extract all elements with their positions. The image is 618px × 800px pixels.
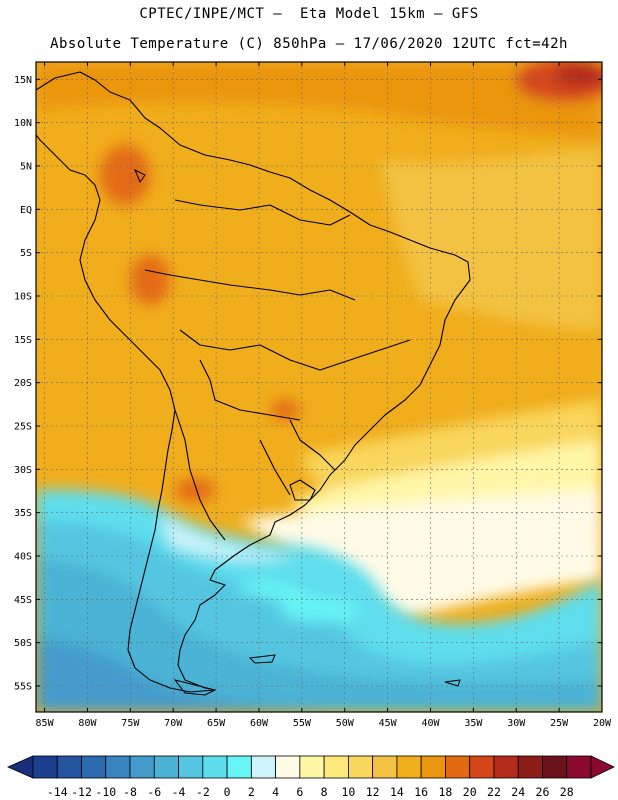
lon-label: 70W (164, 718, 183, 729)
colorbar-swatch (299, 755, 325, 779)
colorbar-swatch (493, 755, 519, 779)
lon-label: 85W (36, 718, 55, 729)
colorbar-label: 24 (511, 785, 525, 799)
colorbar (7, 755, 615, 779)
colorbar-swatch (56, 755, 82, 779)
lon-label: 55W (293, 718, 312, 729)
lon-label: 65W (207, 718, 226, 729)
lon-label: 45W (379, 718, 398, 729)
lat-label: 55S (14, 682, 32, 693)
lon-label: 30W (507, 718, 526, 729)
lat-label: 25S (14, 422, 32, 433)
colorbar-swatch (81, 755, 107, 779)
colorbar-swatch (469, 755, 495, 779)
colorbar-swatch (275, 755, 301, 779)
colorbar-swatch (250, 755, 277, 779)
colorbar-swatch (323, 755, 349, 779)
lat-label: 15N (14, 75, 32, 86)
latitude-labels: 15N 10N 5N EQ 5S 10S 15S 20S 25S 30S 35S 40S 45S 50S 5… (14, 75, 32, 693)
islands (134, 168, 461, 696)
lat-label: 10S (14, 292, 32, 303)
lat-label: 10N (14, 118, 32, 129)
colorbar-over-arrow (590, 755, 615, 779)
lat-label: 5S (20, 248, 32, 259)
colorbar-labels: -14 -12 -10 -8 -6 -4 -2 0 2 4 6 8 10 12 14 16 18 20 22 24 26… (47, 785, 574, 799)
colorbar-label: 14 (390, 785, 404, 799)
lon-label: 20W (593, 718, 612, 729)
colorbar-label: -10 (95, 785, 116, 799)
lon-label: 40W (421, 718, 440, 729)
colorbar-label: 4 (272, 785, 279, 799)
colorbar-swatch (153, 755, 179, 779)
colorbar-label: -6 (147, 785, 161, 799)
colorbar-swatch (347, 755, 374, 779)
colorbar-label: -8 (123, 785, 137, 799)
lon-label: 75W (121, 718, 140, 729)
colorbar-label: 26 (536, 785, 550, 799)
graticule (36, 62, 602, 712)
lat-label: 20S (14, 378, 32, 389)
lat-label: 50S (14, 638, 32, 649)
lat-label: 30S (14, 465, 32, 476)
colorbar-swatch (178, 755, 204, 779)
colorbar-swatch (226, 755, 252, 779)
colorbar-swatch (202, 755, 228, 779)
title-model: CPTEC/INPE/MCT – Eta Model 15km – GFS (139, 6, 479, 22)
colorbar-label: 20 (463, 785, 477, 799)
axis-ticks (36, 62, 603, 712)
colorbar-swatch (542, 755, 568, 779)
colorbar-label: 28 (560, 785, 574, 799)
lat-label: 5N (20, 162, 32, 173)
lon-label: 60W (250, 718, 269, 729)
colorbar-label: 18 (439, 785, 453, 799)
lon-label: 80W (78, 718, 97, 729)
colorbar-label: -14 (47, 785, 68, 799)
lat-label: 45S (14, 595, 32, 606)
colorbar-swatch (445, 755, 471, 779)
colorbar-label: 16 (414, 785, 428, 799)
colorbar-label: 2 (248, 785, 255, 799)
colorbar-label: -12 (71, 785, 92, 799)
map-frame (35, 61, 603, 713)
temperature-field (36, 62, 602, 712)
colorbar-swatch (32, 755, 58, 779)
coastlines (36, 71, 471, 693)
colorbar-label: 0 (224, 785, 231, 799)
colorbar-swatch (105, 755, 131, 779)
lat-label: 40S (14, 552, 32, 563)
colorbar-label: 8 (321, 785, 328, 799)
lon-label: 35W (464, 718, 483, 729)
colorbar-label: 12 (366, 785, 380, 799)
colorbar-label: 6 (296, 785, 303, 799)
lat-label: EQ (20, 205, 32, 216)
colorbar-label: -2 (196, 785, 210, 799)
longitude-labels: 85W 80W 75W 70W 65W 60W 55W 50W 45W 40W 35W 30W 25W 2… (36, 718, 612, 729)
lat-label: 35S (14, 508, 32, 519)
lon-label: 50W (336, 718, 355, 729)
colorbar-label: -4 (172, 785, 186, 799)
lat-label: 15S (14, 335, 32, 346)
lon-label: 25W (550, 718, 569, 729)
colorbar-swatch (420, 755, 446, 779)
colorbar-swatch (517, 755, 543, 779)
colorbar-swatch (372, 755, 398, 779)
colorbar-label: 22 (487, 785, 501, 799)
colorbar-swatch (566, 755, 592, 779)
colorbar-swatch (396, 755, 422, 779)
colorbar-under-arrow (7, 755, 34, 779)
colorbar-label: 10 (341, 785, 355, 799)
colorbar-swatch (129, 755, 155, 779)
title-field: Absolute Temperature (C) 850hPa – 17/06/… (50, 36, 568, 52)
